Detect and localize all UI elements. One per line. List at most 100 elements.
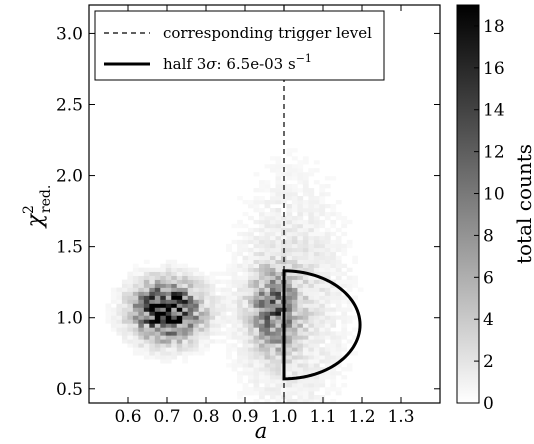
heatmap-cell <box>280 223 287 229</box>
heatmap-cell <box>286 204 293 209</box>
heatmap-cell <box>330 176 337 181</box>
heatmap-cell <box>319 219 326 225</box>
heatmap-cell <box>182 287 189 292</box>
colorbar-tick-label: 8 <box>483 226 494 246</box>
heatmap-cell <box>138 323 145 328</box>
heatmap-cell <box>165 295 172 300</box>
heatmap-cell <box>297 267 304 272</box>
heatmap-cell <box>264 387 271 392</box>
heatmap-cell <box>297 219 304 225</box>
heatmap-cell <box>231 327 238 332</box>
heatmap-cell <box>264 339 271 344</box>
heatmap-cell <box>149 323 156 328</box>
heatmap-cell <box>297 379 304 384</box>
heatmap-cell <box>182 315 189 320</box>
heatmap-cell <box>132 339 139 344</box>
heatmap-cell <box>319 204 326 209</box>
heatmap-cell <box>269 331 276 336</box>
heatmap-cell <box>319 200 326 205</box>
heatmap-cell <box>143 299 150 304</box>
heatmap-cell <box>319 235 326 241</box>
heatmap-cell <box>324 311 331 316</box>
heatmap-cell <box>346 307 353 312</box>
heatmap-cell <box>264 271 271 276</box>
heatmap-cell <box>319 251 326 257</box>
heatmap-cell <box>143 275 150 280</box>
heatmap-cell <box>253 188 260 193</box>
heatmap-cell <box>291 176 298 181</box>
heatmap-cell <box>242 347 249 352</box>
heatmap-cell <box>302 379 309 384</box>
heatmap-cell <box>132 315 139 320</box>
heatmap-cell <box>182 303 189 308</box>
heatmap-cell <box>286 215 293 221</box>
heatmap-cell <box>209 331 216 336</box>
heatmap-cell <box>248 295 254 300</box>
heatmap-cell <box>171 303 178 308</box>
heatmap-cell <box>291 387 298 392</box>
heatmap-cell <box>176 343 183 348</box>
heatmap-cell <box>324 323 331 328</box>
heatmap-cell <box>269 395 276 400</box>
heatmap-cell <box>335 267 342 272</box>
heatmap-cell <box>127 287 134 292</box>
heatmap-cell <box>269 235 276 241</box>
heatmap-cell <box>319 255 326 261</box>
heatmap-cell <box>330 287 337 292</box>
heatmap-cell <box>286 211 293 217</box>
heatmap-cell <box>193 327 199 332</box>
heatmap-cell <box>346 275 353 280</box>
heatmap-cell <box>346 339 353 344</box>
heatmap-cell <box>269 323 276 328</box>
colorbar-tick-label: 10 <box>483 185 505 205</box>
heatmap-cell <box>220 331 227 336</box>
heatmap-cell <box>275 391 282 396</box>
heatmap-cell <box>264 331 271 336</box>
heatmap-cell <box>324 275 331 280</box>
heatmap-cell <box>237 319 243 324</box>
heatmap-cell <box>291 192 298 197</box>
heatmap-cell <box>324 355 331 360</box>
heatmap-cell <box>335 200 342 205</box>
heatmap-cell <box>297 227 304 233</box>
heatmap-cell <box>291 311 298 316</box>
heatmap-cell <box>171 319 178 324</box>
heatmap-cell <box>341 323 348 328</box>
heatmap-cell <box>297 395 304 400</box>
heatmap-cell <box>286 168 293 173</box>
heatmap-cell <box>291 359 298 364</box>
heatmap-cell <box>313 399 320 403</box>
heatmap-cell <box>330 355 337 360</box>
heatmap-cell <box>291 383 298 388</box>
heatmap-cell <box>291 299 298 304</box>
heatmap-cell <box>149 351 156 356</box>
heatmap-cell <box>269 335 276 340</box>
heatmap-cell <box>264 327 271 332</box>
heatmap-cell <box>253 267 260 272</box>
heatmap-cell <box>248 239 254 245</box>
heatmap-cell <box>286 247 293 253</box>
heatmap-cell <box>341 319 348 324</box>
heatmap-cell <box>127 331 134 336</box>
heatmap-cell <box>341 299 348 304</box>
heatmap-cell <box>313 239 320 245</box>
x-tick-label: 1.3 <box>387 407 414 427</box>
heatmap-cell <box>182 271 189 276</box>
heatmap-cell <box>297 339 304 344</box>
heatmap-cell <box>297 207 304 213</box>
heatmap-cell <box>297 355 304 360</box>
heatmap-cell <box>171 263 178 268</box>
heatmap-cell <box>346 319 353 324</box>
heatmap-cell <box>253 219 260 225</box>
heatmap-cell <box>335 315 342 320</box>
heatmap-cell <box>171 271 178 276</box>
heatmap-cell <box>346 219 353 225</box>
heatmap-cell <box>171 291 178 296</box>
heatmap-cell <box>259 347 265 352</box>
heatmap-cell <box>264 315 271 320</box>
heatmap-cell <box>313 247 320 253</box>
heatmap-cell <box>198 275 205 280</box>
heatmap-cell <box>297 371 304 376</box>
heatmap-cell <box>275 223 282 229</box>
heatmap-cell <box>242 311 249 316</box>
